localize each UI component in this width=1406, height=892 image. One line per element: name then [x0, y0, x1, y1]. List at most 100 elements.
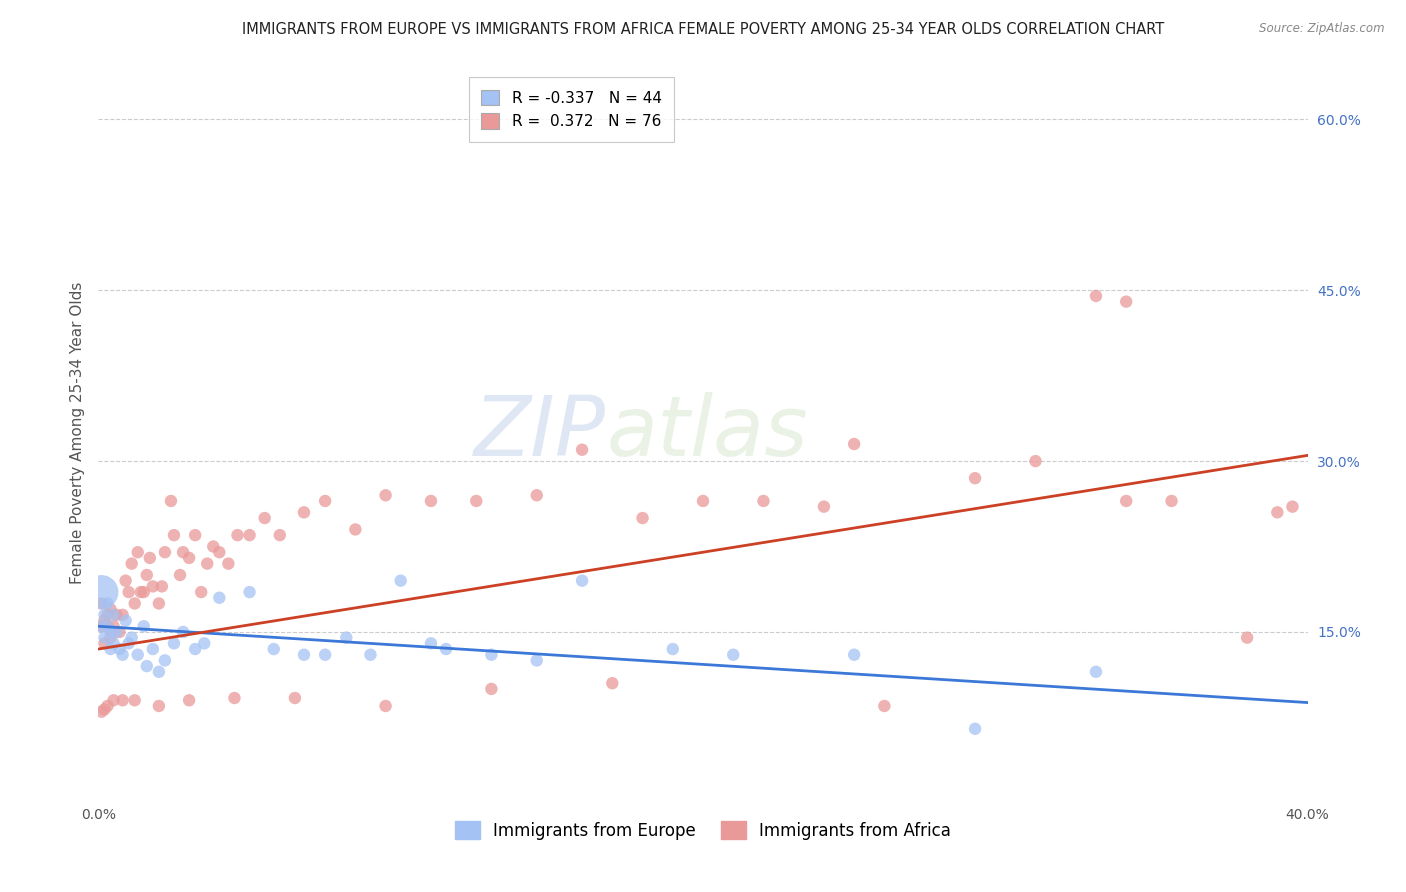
- Point: [1115, 494, 1137, 508]
- Point: [481, 648, 503, 662]
- Point: [118, 636, 141, 650]
- Point: [481, 681, 503, 696]
- Point: [844, 437, 866, 451]
- Point: [111, 693, 134, 707]
- Point: [148, 698, 170, 713]
- Point: [360, 648, 382, 662]
- Point: [873, 698, 896, 713]
- Point: [1085, 665, 1108, 679]
- Point: [93, 631, 115, 645]
- Point: [148, 665, 170, 679]
- Point: [172, 624, 194, 639]
- Point: [752, 494, 775, 508]
- Point: [269, 528, 291, 542]
- Point: [103, 619, 125, 633]
- Point: [111, 607, 134, 622]
- Point: [631, 511, 654, 525]
- Point: [93, 607, 115, 622]
- Point: [179, 550, 201, 565]
- Point: [239, 528, 262, 542]
- Text: ZIP: ZIP: [474, 392, 606, 473]
- Point: [114, 614, 136, 628]
- Point: [813, 500, 835, 514]
- Point: [153, 653, 176, 667]
- Point: [420, 494, 443, 508]
- Point: [661, 642, 683, 657]
- Point: [571, 574, 593, 588]
- Point: [160, 494, 183, 508]
- Point: [374, 698, 396, 713]
- Point: [169, 568, 191, 582]
- Point: [335, 631, 357, 645]
- Point: [526, 488, 548, 502]
- Point: [526, 653, 548, 667]
- Point: [93, 636, 115, 650]
- Point: [114, 574, 136, 588]
- Point: [217, 557, 239, 571]
- Point: [190, 585, 212, 599]
- Point: [163, 528, 186, 542]
- Point: [96, 619, 118, 633]
- Point: [118, 585, 141, 599]
- Point: [93, 614, 115, 628]
- Point: [172, 545, 194, 559]
- Point: [202, 540, 225, 554]
- Point: [142, 579, 165, 593]
- Point: [602, 676, 624, 690]
- Point: [965, 722, 987, 736]
- Point: [208, 545, 231, 559]
- Point: [1115, 294, 1137, 309]
- Point: [90, 619, 112, 633]
- Point: [844, 648, 866, 662]
- Point: [195, 557, 218, 571]
- Point: [105, 624, 128, 639]
- Text: atlas: atlas: [606, 392, 808, 473]
- Point: [1236, 631, 1258, 645]
- Point: [121, 557, 143, 571]
- Point: [96, 607, 118, 622]
- Point: [1024, 454, 1046, 468]
- Point: [139, 550, 162, 565]
- Point: [292, 648, 315, 662]
- Point: [105, 607, 128, 622]
- Point: [135, 659, 157, 673]
- Point: [1267, 505, 1289, 519]
- Point: [163, 636, 186, 650]
- Point: [96, 597, 118, 611]
- Point: [1160, 494, 1182, 508]
- Point: [571, 442, 593, 457]
- Point: [184, 642, 207, 657]
- Point: [100, 602, 122, 616]
- Point: [90, 705, 112, 719]
- Point: [90, 585, 112, 599]
- Point: [124, 693, 146, 707]
- Point: [124, 597, 146, 611]
- Point: [314, 494, 336, 508]
- Point: [111, 648, 134, 662]
- Point: [344, 523, 367, 537]
- Point: [90, 619, 112, 633]
- Point: [121, 631, 143, 645]
- Point: [93, 702, 115, 716]
- Point: [284, 691, 307, 706]
- Point: [127, 545, 149, 559]
- Point: [965, 471, 987, 485]
- Point: [692, 494, 714, 508]
- Text: Source: ZipAtlas.com: Source: ZipAtlas.com: [1260, 22, 1385, 36]
- Point: [1085, 289, 1108, 303]
- Point: [103, 693, 125, 707]
- Point: [1281, 500, 1303, 514]
- Point: [135, 568, 157, 582]
- Point: [239, 585, 262, 599]
- Point: [100, 631, 122, 645]
- Point: [374, 488, 396, 502]
- Point: [129, 585, 152, 599]
- Point: [153, 545, 176, 559]
- Point: [100, 642, 122, 657]
- Point: [465, 494, 488, 508]
- Point: [389, 574, 412, 588]
- Point: [96, 698, 118, 713]
- Point: [132, 585, 155, 599]
- Point: [90, 597, 112, 611]
- Legend: R = -0.337   N = 44, R =  0.372   N = 76: R = -0.337 N = 44, R = 0.372 N = 76: [468, 78, 673, 142]
